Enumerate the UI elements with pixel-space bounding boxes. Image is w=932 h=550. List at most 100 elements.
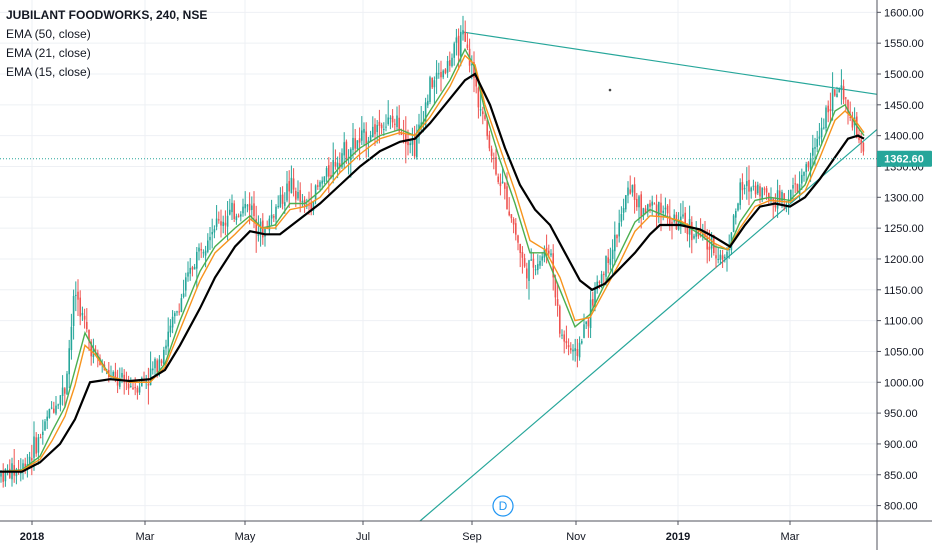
- candle: [147, 367, 150, 405]
- candle-body: [191, 267, 194, 270]
- candle: [46, 410, 48, 429]
- candle-body: [510, 214, 513, 219]
- candle: [528, 259, 530, 300]
- candle-body: [178, 311, 180, 313]
- indicator-ema50-label[interactable]: EMA (50, close): [6, 27, 91, 41]
- candle: [9, 459, 11, 480]
- legend: JUBILANT FOODWORKS, 240, NSE EMA (50, cl…: [6, 6, 207, 82]
- candle: [383, 122, 385, 136]
- symbol-title[interactable]: JUBILANT FOODWORKS, 240, NSE: [6, 8, 208, 22]
- candle-body: [768, 192, 770, 200]
- candle: [818, 122, 821, 146]
- x-tick-label: May: [235, 531, 256, 543]
- candle: [72, 289, 75, 340]
- candle: [484, 112, 486, 121]
- candle: [737, 202, 739, 212]
- candle-body: [728, 248, 730, 250]
- candle-body: [352, 137, 354, 151]
- candle-body: [66, 373, 68, 395]
- candle: [572, 344, 574, 361]
- candle-body: [28, 456, 31, 465]
- candle: [510, 214, 513, 223]
- candle-body: [268, 218, 271, 231]
- candle: [438, 62, 440, 79]
- candle-body: [387, 117, 389, 125]
- candle: [715, 244, 717, 269]
- candle: [64, 387, 66, 408]
- candle: [625, 195, 627, 213]
- candle: [86, 308, 88, 333]
- candle-body: [295, 190, 297, 200]
- candle-body: [262, 220, 264, 238]
- candle: [473, 51, 475, 93]
- y-tick-label: 1500.00: [884, 69, 924, 81]
- x-tick-label: Jul: [356, 531, 370, 543]
- y-tick-label: 1400.00: [884, 131, 924, 143]
- indicator-ema21-label[interactable]: EMA (21, close): [6, 46, 91, 60]
- candle-body: [50, 407, 53, 409]
- candle-body: [444, 69, 447, 74]
- candle-body: [671, 222, 673, 224]
- candle-body: [31, 458, 33, 461]
- candle-body: [119, 378, 121, 387]
- candle-body: [328, 165, 330, 177]
- candle: [387, 100, 389, 126]
- candle: [132, 382, 134, 391]
- candle-body: [204, 250, 207, 256]
- candle: [332, 142, 334, 184]
- candle-body: [809, 158, 812, 170]
- candle: [845, 96, 847, 111]
- candle-body: [187, 272, 189, 277]
- candle: [222, 215, 224, 234]
- candle-body: [367, 140, 370, 143]
- candle: [805, 161, 807, 183]
- candle-body: [803, 171, 805, 176]
- candle: [209, 227, 211, 250]
- candle-body: [735, 211, 737, 218]
- candle-body: [79, 297, 81, 317]
- candle-body: [640, 194, 642, 217]
- candle-body: [207, 240, 209, 252]
- candle: [240, 211, 242, 222]
- candle: [215, 205, 218, 231]
- y-tick-label: 900.00: [884, 439, 918, 451]
- candle: [607, 249, 609, 274]
- candle-body: [229, 209, 231, 215]
- candle-body: [726, 251, 728, 258]
- candle-body: [2, 471, 4, 482]
- candle-body: [658, 202, 660, 216]
- candle: [39, 433, 42, 439]
- candle: [396, 106, 398, 131]
- candle: [629, 175, 631, 195]
- candle-body: [77, 291, 79, 300]
- indicator-ema15-label[interactable]: EMA (15, close): [6, 65, 91, 79]
- candle: [702, 223, 704, 241]
- candle: [563, 330, 565, 354]
- candle: [651, 195, 653, 217]
- candle: [603, 271, 605, 284]
- candle-body: [653, 203, 656, 205]
- candle-body: [620, 214, 623, 222]
- d-marker[interactable]: D: [492, 495, 514, 517]
- candle-body: [519, 244, 521, 253]
- candle: [627, 181, 629, 204]
- candle: [653, 202, 656, 205]
- candle-body: [455, 37, 458, 43]
- candle: [196, 247, 198, 289]
- candle-body: [416, 135, 418, 158]
- candle-body: [251, 205, 253, 210]
- candle-body: [460, 31, 462, 57]
- last-price-tag: 1362.60: [877, 150, 932, 167]
- candle: [167, 317, 169, 356]
- candle-body: [358, 138, 361, 143]
- candle-body: [15, 469, 18, 477]
- candle: [851, 111, 854, 131]
- candle-body: [541, 256, 543, 261]
- y-tick-label: 850.00: [884, 470, 918, 482]
- candle-body: [748, 179, 750, 192]
- candle: [752, 179, 755, 191]
- candle-body: [636, 198, 638, 208]
- candle-body: [818, 136, 821, 139]
